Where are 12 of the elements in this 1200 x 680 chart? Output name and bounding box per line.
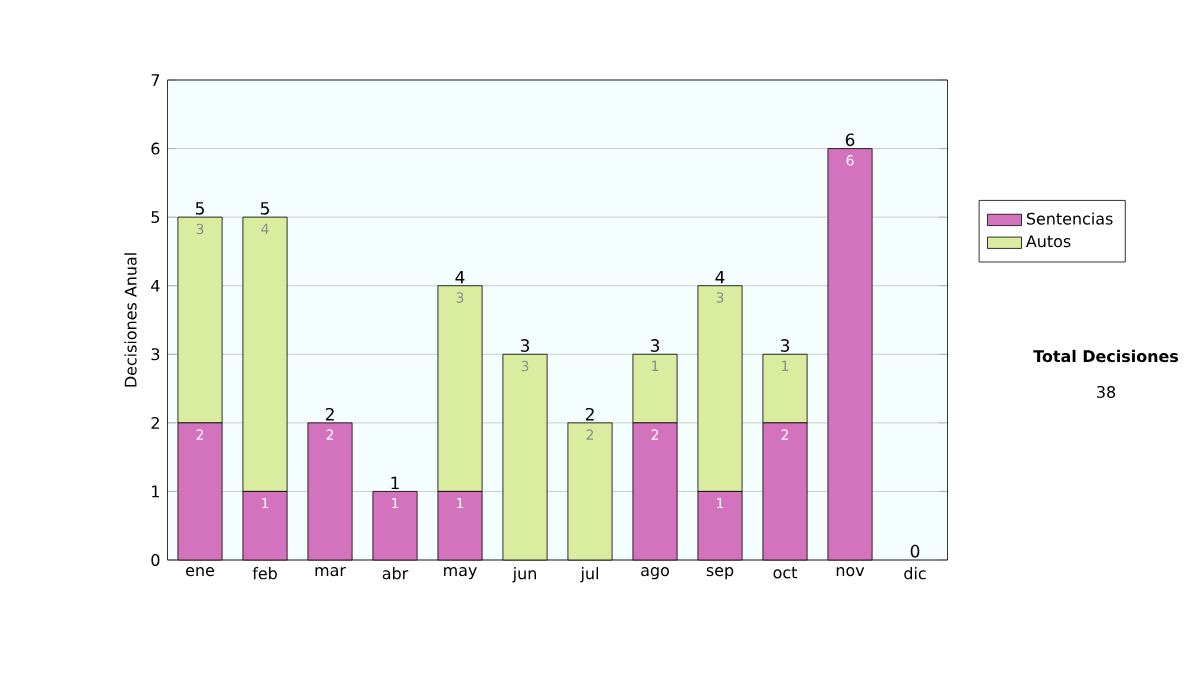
total-label: 4 [715,270,725,284]
total-label: 5 [195,202,204,215]
total-label: 3 [650,339,660,352]
total-label: 2 [585,407,594,421]
total-label: 2 [325,407,334,421]
total-label: 3 [520,339,530,352]
total-label: 6 [845,133,855,147]
total-label: 1 [391,476,399,490]
total-label: 4 [455,270,465,284]
total-label: 5 [260,202,269,215]
total-label: 3 [780,339,790,352]
total-label: 0 [910,544,920,558]
